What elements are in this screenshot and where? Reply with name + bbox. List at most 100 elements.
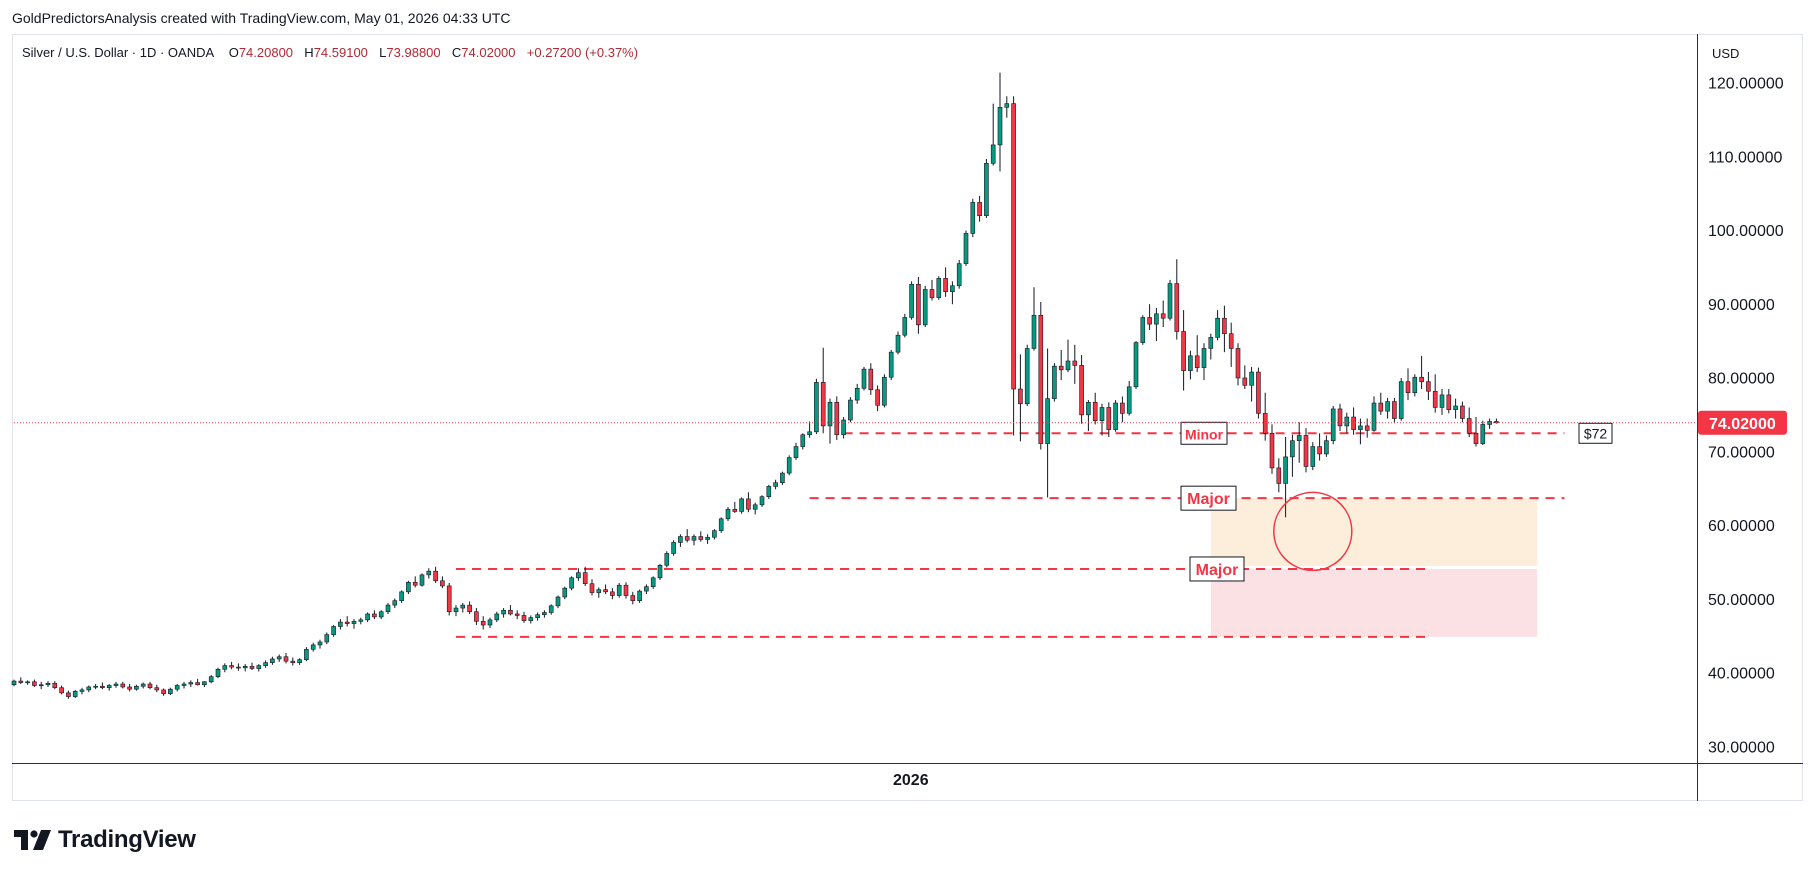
candle	[385, 602, 391, 614]
candle-body-up	[705, 536, 710, 540]
candle	[943, 267, 948, 297]
candle-body-up	[780, 472, 785, 483]
candle-body-up	[548, 605, 554, 613]
candle-body-down	[1351, 416, 1356, 430]
candle-body-up	[392, 600, 398, 606]
candle-body-up	[718, 518, 724, 531]
candle	[297, 658, 302, 665]
candle-body-up	[1024, 348, 1030, 405]
candle-body-up	[1052, 365, 1057, 399]
candle	[691, 534, 697, 546]
candle	[746, 492, 751, 513]
candle	[1045, 348, 1050, 498]
candle	[372, 610, 377, 620]
candle	[1194, 335, 1200, 373]
price-tick-label: 110.00000	[1708, 149, 1783, 166]
candle-body-up	[222, 665, 228, 670]
candle-body-down	[610, 591, 615, 596]
candle-body-down	[916, 283, 921, 326]
candle-body-up	[936, 278, 942, 298]
candle	[739, 497, 744, 514]
candle	[882, 374, 887, 408]
candle	[990, 103, 996, 166]
candle	[814, 378, 819, 435]
candle-body-down	[746, 498, 751, 510]
candle-body-down	[1194, 355, 1200, 368]
candle	[1256, 367, 1261, 419]
candle-body-up	[501, 609, 506, 615]
candle-body-down	[1432, 390, 1438, 408]
candle	[684, 529, 690, 543]
candle	[752, 502, 758, 515]
candle	[100, 682, 105, 690]
candle	[467, 601, 472, 614]
candle	[1358, 418, 1363, 445]
candle-body-up	[317, 641, 323, 646]
currency-label[interactable]: USD	[1712, 46, 1740, 61]
candle	[916, 276, 921, 334]
price-tick-label: 120.00000	[1708, 76, 1784, 93]
candle	[1065, 339, 1071, 373]
candle-body-down	[1378, 402, 1384, 412]
candle	[1466, 407, 1472, 437]
candle-body-up	[304, 649, 309, 660]
candle	[426, 568, 432, 579]
candle-body-down	[1018, 388, 1023, 405]
candle-body-down	[154, 687, 160, 691]
candle-body-down	[1228, 333, 1234, 349]
candle-body-down	[18, 680, 24, 683]
candle-body-up	[174, 685, 180, 690]
candle-body-up	[72, 691, 78, 697]
candle	[514, 610, 520, 620]
candle-body-down	[603, 589, 608, 593]
candle	[1276, 458, 1282, 493]
candle	[25, 680, 30, 685]
candle	[623, 582, 629, 599]
candle	[52, 681, 58, 690]
candle	[1296, 422, 1302, 463]
candle-body-down	[1419, 376, 1424, 382]
candle-body-up	[841, 419, 846, 436]
candle-body-down	[344, 621, 350, 624]
candle-body-down	[698, 536, 704, 540]
candle	[528, 615, 534, 624]
candle-body-up	[93, 685, 98, 688]
candle	[1364, 418, 1370, 438]
candle-body-up	[1215, 317, 1220, 338]
candle	[229, 661, 234, 670]
candle	[555, 595, 561, 609]
candle	[888, 349, 894, 381]
candle-body-down	[1405, 381, 1411, 394]
price-tick-label: 100.00000	[1708, 223, 1784, 240]
tradingview-logo[interactable]: TradingView	[14, 826, 196, 854]
candle-body-down	[820, 382, 826, 427]
candle	[610, 588, 615, 600]
candle-body-down	[589, 583, 595, 593]
candle	[399, 590, 404, 603]
candle	[1446, 389, 1452, 414]
candle-body-up	[807, 431, 812, 436]
candle	[1392, 397, 1397, 423]
candle	[290, 657, 296, 666]
candle	[562, 586, 568, 600]
price-axis-border	[1697, 34, 1698, 801]
candle-body-down	[1460, 405, 1465, 419]
candle-body-down	[59, 687, 64, 694]
candle-body-down	[1337, 408, 1343, 427]
candle	[18, 677, 24, 685]
candle	[317, 639, 323, 649]
candle-body-down	[1446, 394, 1452, 410]
upper-zone	[1210, 498, 1538, 567]
candle-body-up	[399, 591, 404, 601]
candle-body-up	[1398, 381, 1404, 419]
candle-body-up	[106, 685, 112, 689]
candle	[1426, 372, 1431, 401]
candle-body-up	[786, 457, 792, 474]
candle	[474, 608, 479, 626]
candle-body-down	[1262, 413, 1268, 434]
candle	[936, 276, 942, 300]
candle-body-down	[929, 289, 935, 298]
candle	[1290, 434, 1295, 477]
candle-body-up	[1358, 425, 1363, 430]
